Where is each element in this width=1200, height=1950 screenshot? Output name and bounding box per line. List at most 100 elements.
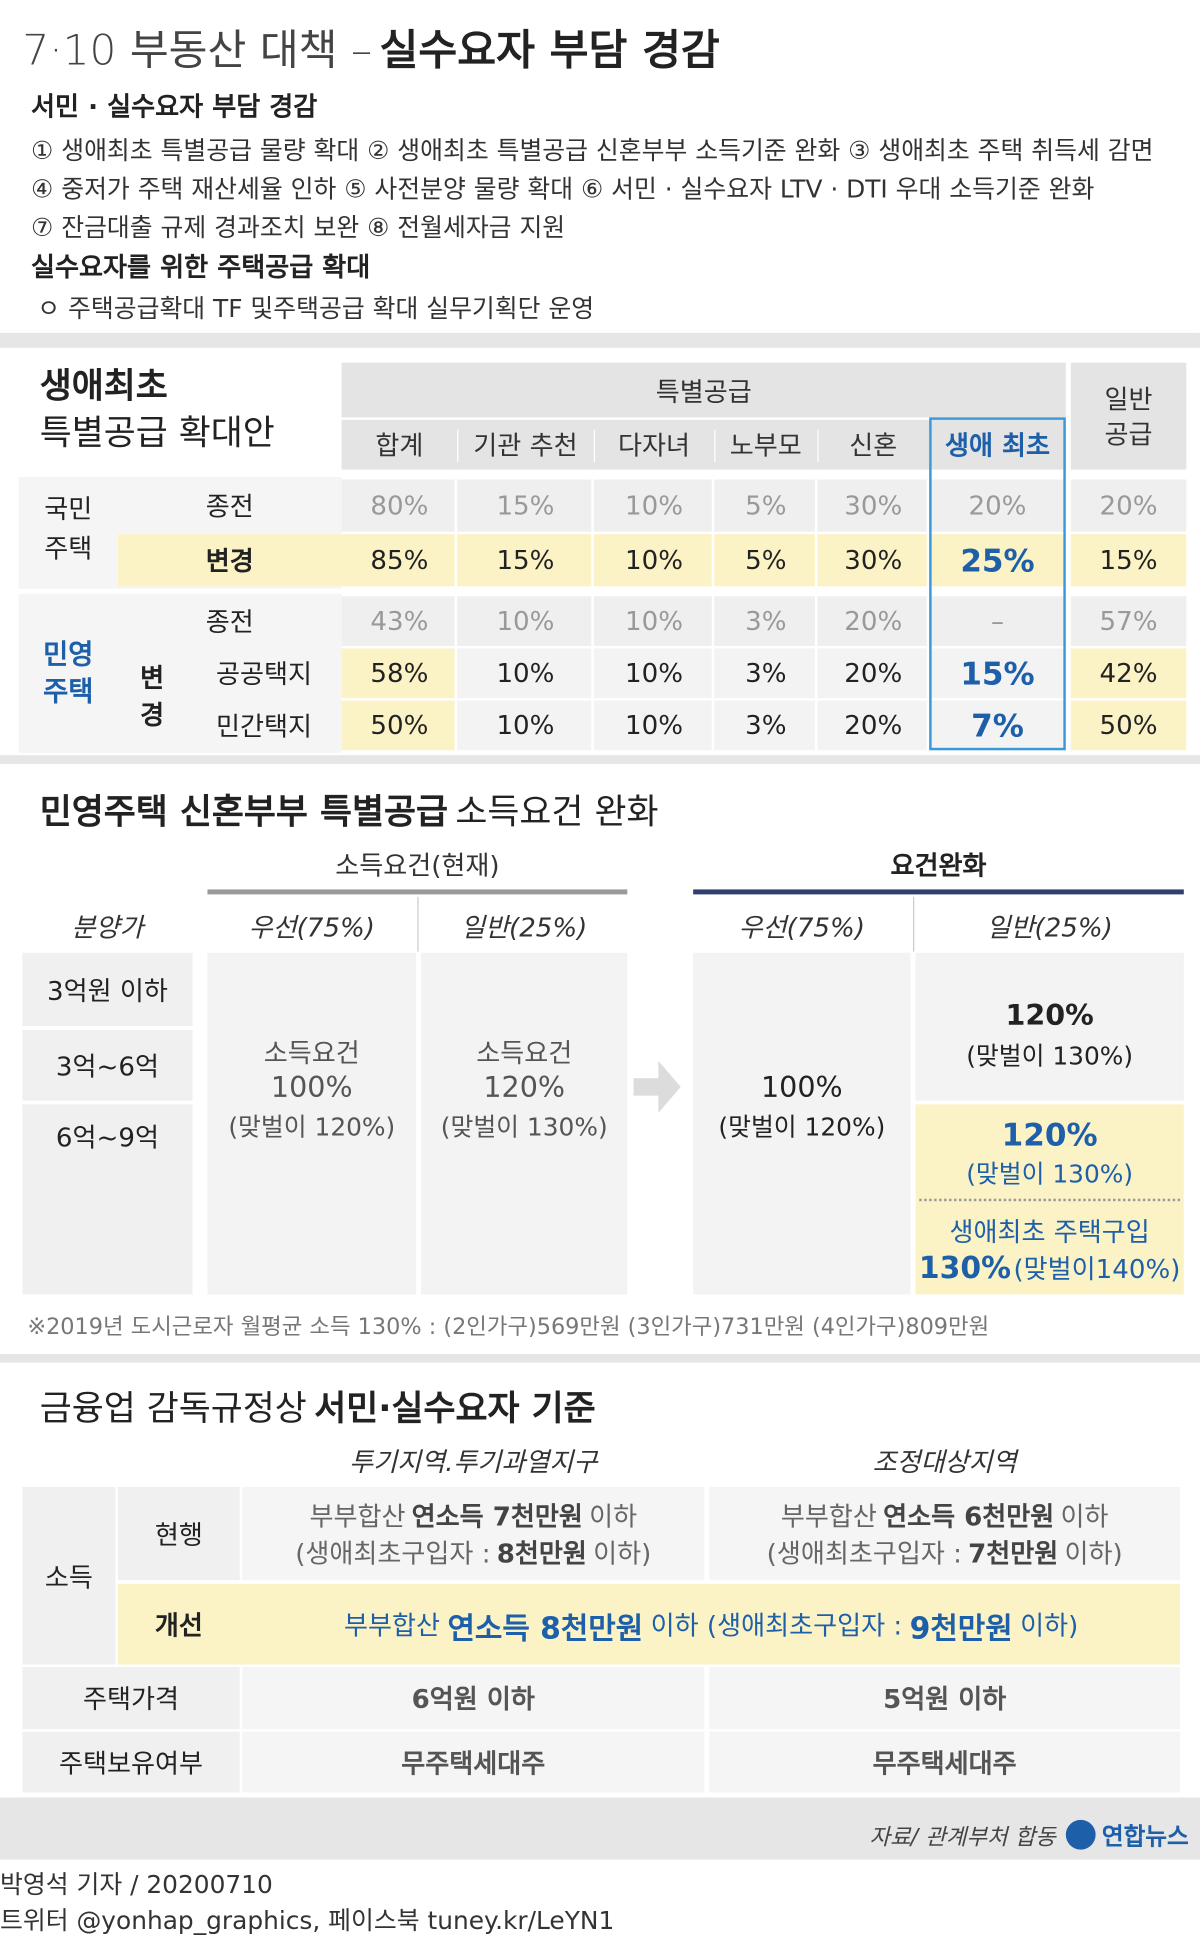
table-cell: 20% — [968, 490, 1027, 521]
cell-text: 무주택세대주 — [401, 1748, 546, 1779]
price-bg — [22, 952, 193, 1027]
title: 7·10 부동산 대책 – 실수요자 부담 경감 — [22, 15, 1190, 77]
cell-bg — [242, 1667, 705, 1730]
table-cell: 5% — [745, 545, 787, 576]
cell-text: 소득요건 — [263, 1038, 360, 1069]
row-label: 민간택지 — [215, 711, 312, 742]
table-cell: 80% — [370, 490, 429, 521]
cell-bg — [714, 648, 815, 699]
text-part: 부부합산 — [780, 1501, 877, 1532]
text-part: 연소득 8천만원 — [447, 1610, 644, 1646]
cell-bg — [817, 534, 927, 587]
text-part: 130% — [918, 1250, 1011, 1286]
row-group-label: 주택 — [44, 534, 93, 564]
row-label: 공공택지 — [215, 659, 312, 690]
cell-bg — [457, 534, 592, 587]
row-label: 개선 — [154, 1610, 203, 1641]
cell-bg — [714, 596, 815, 646]
text-part: 이하 — [589, 1501, 638, 1532]
cell-text: (맞벌이 130%) — [966, 1158, 1134, 1189]
intro-line: ⑦ 잔금대출 규제 경과조치 보완 ⑧ 전월세자금 지원 — [31, 211, 566, 242]
credit: 트위터 @yonhap_graphics, 페이스북 tuney.kr/LeYN… — [0, 1904, 615, 1935]
cell-bg — [1070, 479, 1187, 532]
column-header: 생애 최초 — [944, 431, 1051, 461]
cell-bg — [1070, 596, 1187, 646]
table-cell: 42% — [1099, 658, 1158, 689]
text-part: 이하) — [1020, 1611, 1079, 1641]
cell-bg — [709, 1486, 1181, 1581]
group-rule — [207, 889, 628, 895]
table-cell: 3% — [745, 658, 787, 689]
cell-bg — [457, 648, 592, 699]
intro-heading: 서민 · 실수요자 부담 경감 — [31, 91, 318, 122]
row-label: 소득 — [44, 1562, 93, 1592]
table-cell: 20% — [844, 710, 903, 741]
cell-bg — [929, 700, 1064, 751]
cell-bg — [341, 534, 455, 587]
cell-text: (생애최초구입자 :7천만원 이하) — [709, 1534, 1180, 1571]
column-header: 일반 — [1104, 385, 1153, 415]
text-part: 이하) — [593, 1539, 652, 1569]
cell-text: 6억원 이하 — [411, 1684, 535, 1715]
label-bg — [22, 1486, 116, 1665]
credit-bg — [0, 1859, 1200, 1950]
table-cell: 25% — [960, 542, 1035, 579]
row-label: 현행 — [154, 1519, 203, 1550]
table-cell: 30% — [844, 545, 903, 576]
column-header: 다자녀 — [618, 431, 691, 461]
column-header: 신혼 — [849, 431, 898, 461]
cell-text: (맞벌이 120%) — [718, 1111, 886, 1141]
table-cell: 50% — [370, 710, 429, 741]
text-part: 실수요자 부담 경감 — [379, 25, 720, 76]
cell-text: 100% — [760, 1072, 843, 1105]
intro-panel — [0, 0, 1200, 333]
cell-text: (맞벌이 130%) — [440, 1111, 608, 1141]
cell-bg — [242, 1731, 705, 1793]
table-cell: 15% — [496, 490, 555, 521]
cell-bg — [593, 596, 712, 646]
text-part: 소득요건 완화 — [455, 791, 659, 833]
table-title: 생애최초 — [39, 365, 168, 407]
row-group-label: 변 — [140, 663, 165, 694]
header-sep — [714, 429, 716, 463]
table-cell: 10% — [496, 658, 555, 689]
table-cell: 20% — [1099, 490, 1158, 521]
text-part: 연소득 7천만원 — [411, 1501, 583, 1532]
row-label: 변경 — [205, 546, 254, 577]
text-part: 민영주택 신혼부부 특별공급 — [39, 791, 448, 833]
table-cell: 15% — [496, 545, 555, 576]
cell-bg — [693, 952, 911, 1295]
cell-bg — [242, 1486, 705, 1581]
header-bg — [1070, 362, 1187, 470]
table-cell: 43% — [370, 606, 429, 637]
table-cell: 20% — [844, 658, 903, 689]
section-title: 민영주택 신혼부부 특별공급 소득요건 완화 — [40, 783, 1158, 838]
cell-text: 120% — [1001, 1116, 1098, 1153]
column-header: 분양가 — [71, 913, 144, 943]
cell-text: 120% — [483, 1072, 566, 1105]
cell-bg — [457, 479, 592, 532]
cell-bg — [457, 700, 592, 751]
text-part: 8천만원 — [496, 1539, 587, 1569]
cell-text: 부부합산 연소득 6천만원 이하 — [709, 1497, 1180, 1534]
table-cell: 3% — [745, 710, 787, 741]
cell-bg — [593, 479, 712, 532]
text-part: 이하 (생애최초구입자 : — [650, 1611, 903, 1641]
cell-text: 무주택세대주 — [872, 1748, 1017, 1779]
row-group-label: 국민 — [44, 494, 93, 525]
column-header: 일반(25%) — [461, 913, 588, 943]
label-bg — [22, 1731, 240, 1793]
section-title: 금융업 감독규정상 서민·실수요자 기준 — [40, 1381, 1158, 1431]
intro-heading: 실수요자를 위한 주택공급 확대 — [31, 252, 371, 282]
cell-text: 100% — [270, 1072, 353, 1105]
table-cell: 15% — [960, 655, 1035, 692]
logo-text: 연합뉴스 — [1101, 1822, 1189, 1851]
header-sep — [593, 429, 596, 463]
column-header: 합계 — [375, 431, 424, 461]
cell-bg — [929, 479, 1064, 532]
column-header: 노부모 — [729, 431, 802, 461]
table-cell: 85% — [370, 545, 429, 576]
cell-text: 소득요건 — [476, 1038, 573, 1069]
cell-bg — [714, 479, 815, 532]
table-cell: 10% — [625, 606, 684, 637]
